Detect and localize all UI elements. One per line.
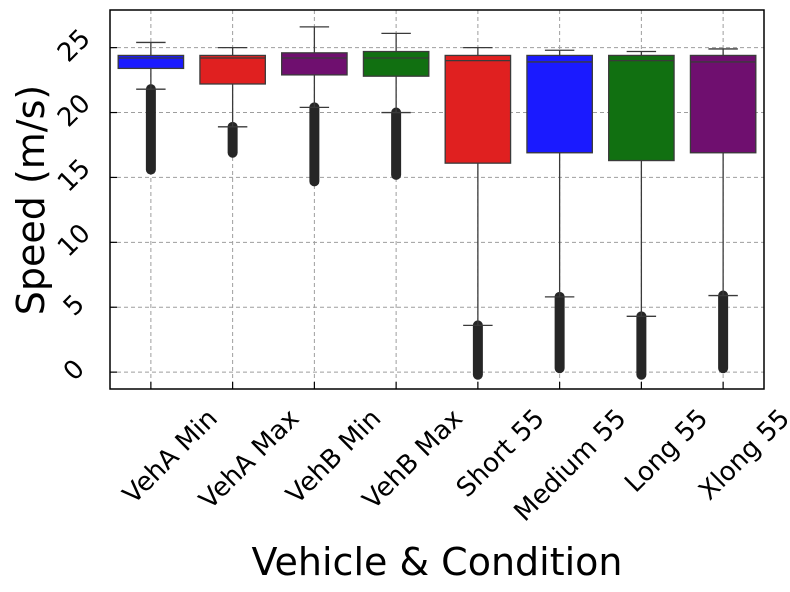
- y-tick-label: 0: [58, 354, 91, 387]
- y-tick-label: 25: [52, 24, 97, 69]
- iqr-box: [444, 54, 512, 164]
- y-tick-label: 5: [58, 289, 91, 322]
- plot-frame: [109, 9, 765, 390]
- y-tick-label: 20: [52, 89, 97, 134]
- iqr-box: [199, 54, 266, 85]
- iqr-box: [281, 52, 348, 76]
- x-axis-label: Vehicle & Condition: [251, 540, 622, 584]
- iqr-box: [608, 54, 675, 162]
- y-axis-label: Speed (m/s): [9, 85, 53, 315]
- iqr-box: [526, 54, 593, 154]
- y-tick-label: 10: [52, 218, 97, 263]
- iqr-box: [362, 50, 430, 77]
- iqr-box: [689, 54, 757, 154]
- box-layer: [117, 26, 757, 380]
- y-tick-label: 15: [52, 153, 97, 198]
